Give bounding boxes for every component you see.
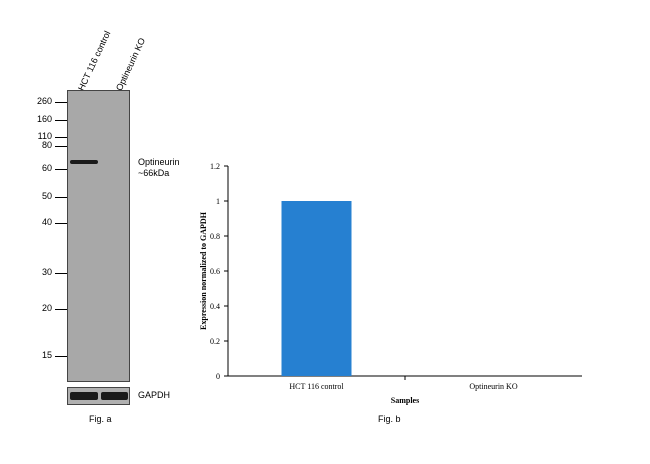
mw-marker-tick <box>55 309 67 310</box>
mw-marker-tick <box>55 137 67 138</box>
mw-marker-label: 260 <box>36 96 52 106</box>
y-tick-label: 1.2 <box>210 162 220 171</box>
gapdh-band-lane1 <box>70 392 98 400</box>
mw-marker-tick <box>55 102 67 103</box>
mw-marker-label: 50 <box>41 191 52 201</box>
mw-marker-label: 15 <box>41 350 52 360</box>
mw-marker-label: 160 <box>36 114 52 124</box>
mw-marker-tick <box>55 169 67 170</box>
mw-marker-tick <box>55 197 67 198</box>
target-label: Optineurin ~66kDa <box>138 157 180 179</box>
y-tick-label: 0.2 <box>210 337 220 346</box>
y-tick-label: 0.6 <box>210 267 220 276</box>
optineurin-band <box>70 160 98 164</box>
target-name: Optineurin <box>138 157 180 167</box>
x-tick-label: Optineurin KO <box>469 382 517 391</box>
mw-marker-label: 80 <box>41 140 52 150</box>
bar-1 <box>281 201 352 376</box>
y-tick-label: 0.4 <box>210 302 220 311</box>
y-tick-label: 1 <box>216 197 220 206</box>
x-tick-label: HCT 116 control <box>289 382 344 391</box>
mw-marker-label: 110 <box>37 131 52 141</box>
gapdh-band-lane2 <box>101 392 128 400</box>
mw-marker-label: 20 <box>41 303 52 313</box>
x-axis-title: Samples <box>391 396 419 405</box>
mw-marker-tick <box>55 223 67 224</box>
mw-marker-label: 40 <box>41 217 52 227</box>
fig-b-caption: Fig. b <box>378 414 401 424</box>
gapdh-label: GAPDH <box>138 390 171 400</box>
mw-marker-tick <box>55 120 67 121</box>
mw-marker-tick <box>55 356 67 357</box>
y-tick-label: 0.8 <box>210 232 220 241</box>
mw-marker-tick <box>55 146 67 147</box>
y-axis-title: Expression normalized to GAPDH <box>199 211 208 330</box>
western-blot-membrane <box>67 90 130 382</box>
target-size: ~66kDa <box>138 168 170 178</box>
gapdh-blot <box>67 387 130 405</box>
mw-marker-label: 30 <box>41 267 52 277</box>
y-tick-label: 0 <box>216 372 220 381</box>
fig-a-caption: Fig. a <box>89 414 112 424</box>
mw-marker-label: 60 <box>41 163 52 173</box>
mw-marker-tick <box>55 273 67 274</box>
